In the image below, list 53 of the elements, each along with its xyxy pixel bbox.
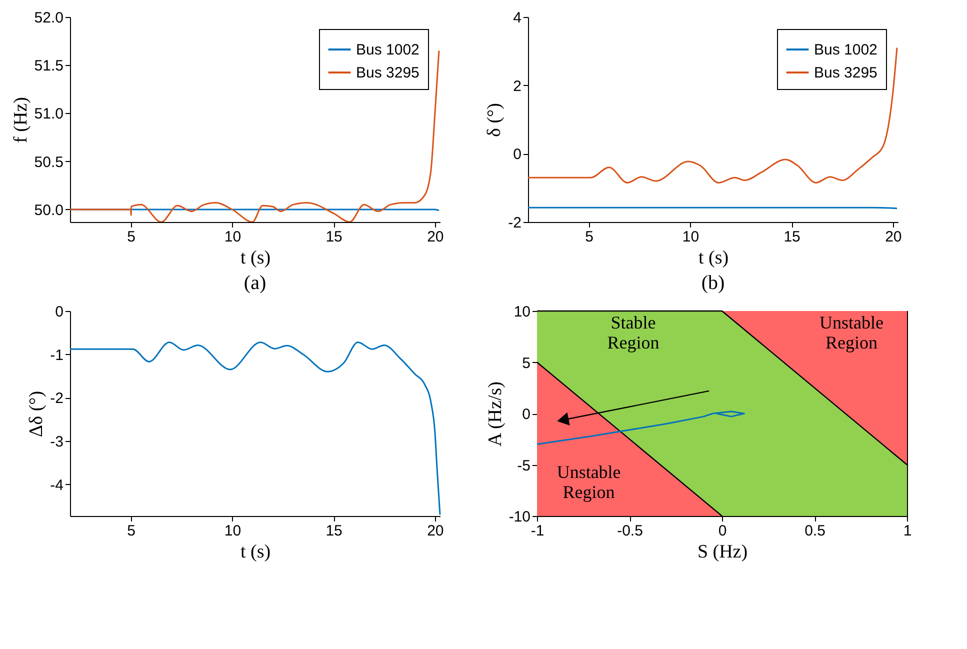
legend-label: Bus 1002 <box>356 42 420 58</box>
annotation: Unstable Region <box>556 462 621 502</box>
y-tick-label: -2 <box>508 214 522 232</box>
legend-label: Bus 3295 <box>814 64 878 82</box>
x-tick-label: 10 <box>682 228 700 246</box>
y-tick-label: -10 <box>508 508 530 526</box>
x-tick-label: 20 <box>427 228 444 246</box>
x-axis-title: t (s) <box>698 248 729 268</box>
x-axis-title: t (s) <box>240 248 271 268</box>
y-tick-label: -3 <box>50 434 64 451</box>
y-tick-label: 4 <box>513 10 522 26</box>
y-tick-label: 51.0 <box>34 106 64 123</box>
y-tick-label: 0 <box>513 146 522 164</box>
y-tick-label: -1 <box>50 346 64 364</box>
line-series <box>536 410 745 445</box>
x-tick-label: 15 <box>326 522 342 540</box>
y-tick-label: 50.0 <box>34 202 64 219</box>
y-tick-label: 2 <box>513 78 522 95</box>
y-tick-label: -2 <box>50 390 64 408</box>
y-axis-title: δ (°) <box>484 103 506 137</box>
text: (b) <box>701 272 725 294</box>
y-tick-label: 10 <box>514 304 530 320</box>
x-tick-label: 5 <box>127 522 136 540</box>
y-axis-title: Δδ (°) <box>26 390 48 438</box>
x-tick-label: 20 <box>427 522 444 540</box>
x-tick-label: -0.5 <box>617 522 643 540</box>
y-tick-label: 5 <box>522 354 530 372</box>
legend-label: Bus 3295 <box>356 64 420 82</box>
x-tick-label: 10 <box>224 522 242 540</box>
annotation: Unstable Region <box>820 312 884 352</box>
legend-label: Bus 1002 <box>814 42 878 58</box>
x-tick-label: 0.5 <box>804 522 826 540</box>
x-axis-title: S (Hz) <box>697 542 748 562</box>
x-tick-label: 10 <box>224 228 242 246</box>
x-tick-label: 5 <box>585 228 594 246</box>
y-axis-title: f (Hz) <box>10 97 32 143</box>
y-tick-label: -5 <box>517 457 530 474</box>
x-tick-label: 15 <box>326 228 342 246</box>
x-tick-label: 5 <box>127 228 136 246</box>
y-tick-label: 52.0 <box>34 10 64 26</box>
annotation: Stable Region <box>607 312 660 352</box>
y-tick-label: 0 <box>522 406 530 423</box>
x-tick-label: 15 <box>784 228 800 246</box>
y-tick-label: 50.5 <box>34 154 64 171</box>
x-tick-label: 0 <box>718 522 727 540</box>
y-tick-label: -4 <box>50 476 64 494</box>
y-tick-label: 51.5 <box>34 58 64 75</box>
y-axis-title: A (Hz/s) <box>484 382 506 446</box>
y-tick-label: 0 <box>55 304 64 320</box>
x-tick-label: 1 <box>903 522 912 540</box>
x-axis-title: t (s) <box>240 542 271 562</box>
text: (a) <box>244 272 266 294</box>
x-tick-label: 20 <box>885 228 902 246</box>
